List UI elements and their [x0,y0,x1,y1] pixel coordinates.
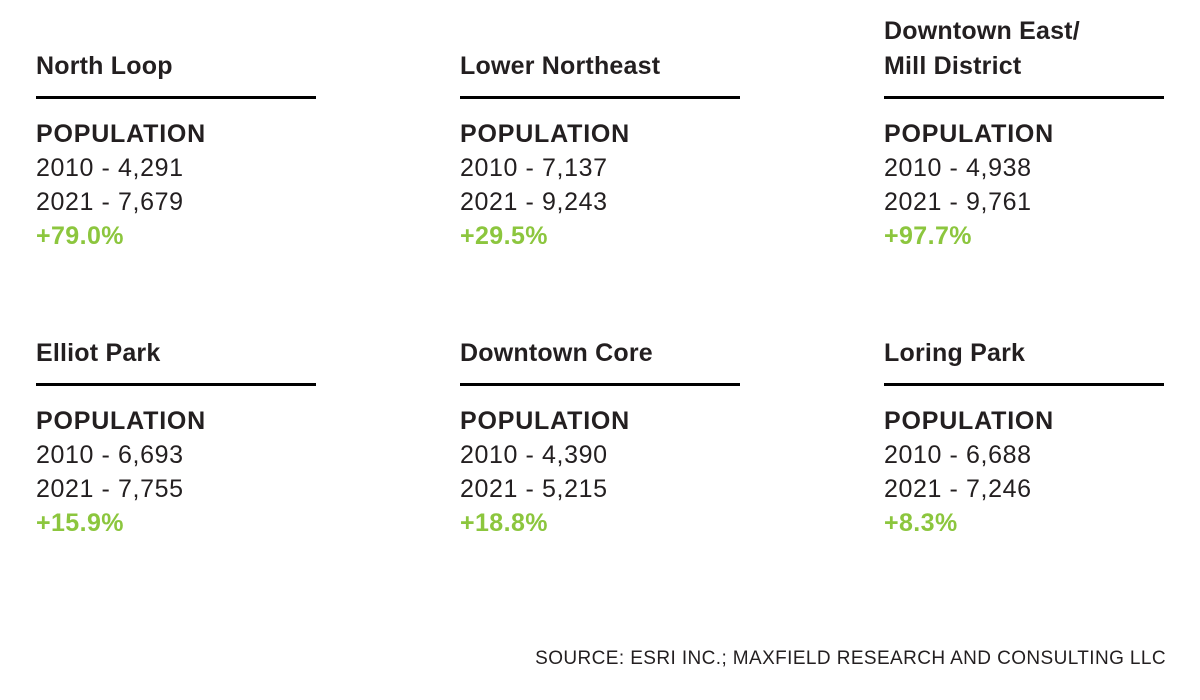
stat-card-downtown-east-mill-district: Downtown East/ Mill District POPULATION … [884,14,1164,253]
population-label: POPULATION [884,120,1055,148]
population-label: POPULATION [460,407,631,435]
population-2010: 2010 - 4,291 [36,154,184,182]
stat-card-lower-northeast: Lower Northeast POPULATION 2010 - 7,137 … [460,14,740,253]
population-2010: 2010 - 7,137 [460,154,608,182]
population-label: POPULATION [36,407,207,435]
card-title: Elliot Park [36,339,161,367]
population-2010: 2010 - 4,938 [884,154,1032,182]
card-title: North Loop [36,52,173,80]
card-title: Loring Park [884,339,1026,367]
population-2010: 2010 - 6,693 [36,441,184,469]
divider [36,96,316,99]
divider [884,383,1164,386]
stat-card-north-loop: North Loop POPULATION 2010 - 4,291 2021 … [36,14,316,253]
population-2010: 2010 - 6,688 [884,441,1032,469]
card-title: Downtown Core [460,339,653,367]
population-change: +97.7% [884,222,972,250]
stat-card-elliot-park: Elliot Park POPULATION 2010 - 6,693 2021… [36,301,316,540]
card-title: Downtown East/ Mill District [884,17,1080,80]
population-change: +29.5% [460,222,548,250]
stat-card-loring-park: Loring Park POPULATION 2010 - 6,688 2021… [884,301,1164,540]
source-attribution: SOURCE: ESRI INC.; MAXFIELD RESEARCH AND… [535,648,1166,669]
divider [884,96,1164,99]
population-label: POPULATION [460,120,631,148]
population-2021: 2021 - 7,246 [884,475,1032,503]
divider [36,383,316,386]
population-change: +18.8% [460,509,548,537]
population-2021: 2021 - 9,243 [460,188,608,216]
population-2021: 2021 - 5,215 [460,475,608,503]
population-2021: 2021 - 7,679 [36,188,184,216]
population-2021: 2021 - 7,755 [36,475,184,503]
stat-card-grid: North Loop POPULATION 2010 - 4,291 2021 … [36,14,1164,540]
population-change: +15.9% [36,509,124,537]
population-2010: 2010 - 4,390 [460,441,608,469]
population-label: POPULATION [884,407,1055,435]
population-change: +79.0% [36,222,124,250]
population-label: POPULATION [36,120,207,148]
population-change: +8.3% [884,509,958,537]
population-2021: 2021 - 9,761 [884,188,1032,216]
divider [460,96,740,99]
divider [460,383,740,386]
stat-card-downtown-core: Downtown Core POPULATION 2010 - 4,390 20… [460,301,740,540]
card-title: Lower Northeast [460,52,661,80]
